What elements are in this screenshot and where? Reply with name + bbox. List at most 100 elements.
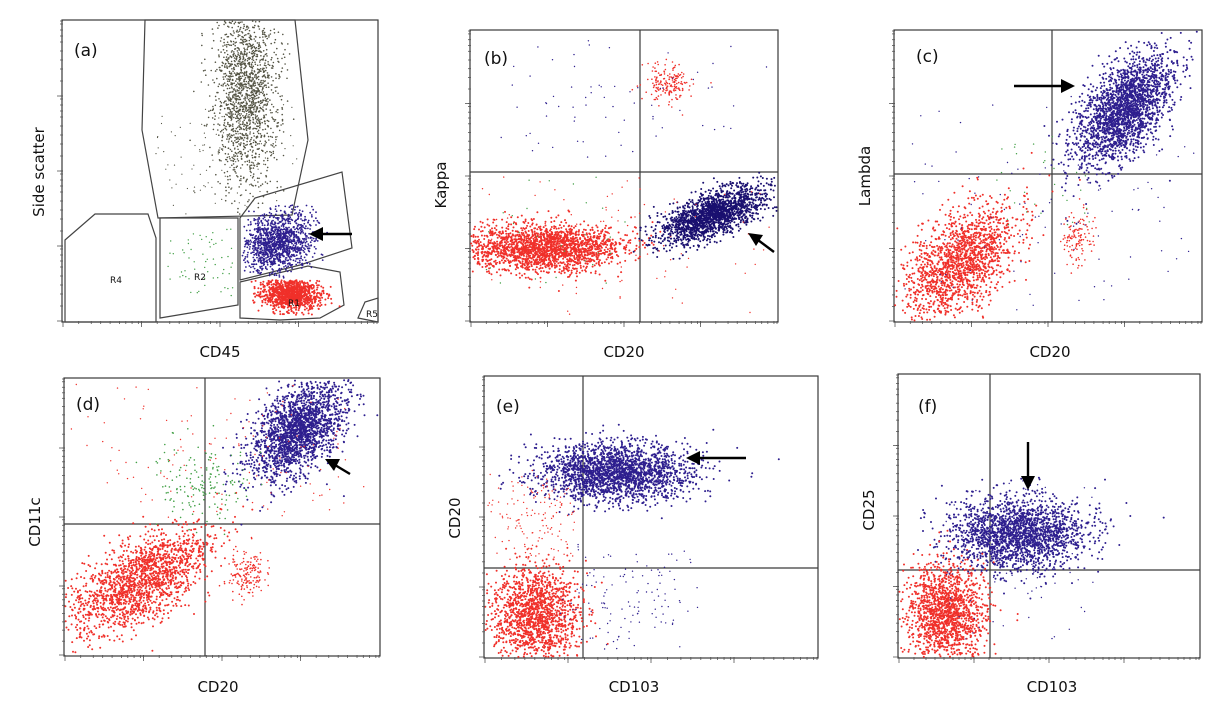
event-dot xyxy=(242,94,244,96)
event-dot xyxy=(236,165,238,167)
event-dot xyxy=(240,183,242,185)
event-dot xyxy=(263,28,265,30)
event-dot xyxy=(254,70,256,72)
event-dot xyxy=(242,61,244,63)
event-dot xyxy=(250,149,252,151)
event-dot xyxy=(250,74,252,76)
event-dot xyxy=(242,154,244,156)
event-dot xyxy=(257,119,259,121)
event-dot xyxy=(241,36,243,38)
event-dot xyxy=(238,141,240,143)
event-dot xyxy=(235,101,237,103)
event-dot xyxy=(224,172,226,174)
event-dot xyxy=(246,40,248,42)
event-dot xyxy=(204,125,206,127)
event-dot xyxy=(277,93,279,95)
event-dot xyxy=(225,59,227,61)
event-dot xyxy=(248,43,250,45)
event-dot xyxy=(243,143,245,145)
event-dot xyxy=(264,136,266,138)
event-dot xyxy=(242,55,244,57)
event-dot xyxy=(230,124,232,126)
event-dot xyxy=(249,88,251,90)
event-dot xyxy=(206,125,208,127)
event-dot xyxy=(231,140,233,142)
event-dot xyxy=(246,81,248,83)
event-dot xyxy=(265,181,267,183)
event-dot xyxy=(277,58,279,60)
event-dot xyxy=(249,30,251,32)
event-dot xyxy=(242,164,244,166)
event-dot xyxy=(251,113,253,115)
event-dot xyxy=(233,131,235,133)
event-dot xyxy=(243,129,245,131)
event-dot xyxy=(258,79,260,81)
event-dot xyxy=(235,55,237,57)
event-dot xyxy=(287,69,289,71)
event-dot xyxy=(282,108,284,110)
event-dot xyxy=(235,113,237,115)
event-dot xyxy=(227,157,229,159)
event-dot xyxy=(234,45,236,47)
event-dot xyxy=(238,186,240,188)
event-dot xyxy=(253,133,255,135)
event-dot xyxy=(218,149,220,151)
event-dot xyxy=(230,100,232,102)
event-dot xyxy=(241,78,243,80)
event-dot xyxy=(253,109,255,111)
event-dot xyxy=(235,142,237,144)
event-dot xyxy=(246,26,248,28)
event-dot xyxy=(260,64,262,66)
event-dot xyxy=(201,35,203,37)
event-dot xyxy=(236,121,238,123)
event-dot xyxy=(230,65,232,67)
event-dot xyxy=(272,143,274,145)
event-dot xyxy=(224,116,226,118)
event-dot xyxy=(259,154,261,156)
event-dot xyxy=(233,32,235,34)
event-dot xyxy=(247,156,249,158)
event-dot xyxy=(261,108,263,110)
event-dot xyxy=(219,112,221,114)
event-dot xyxy=(249,116,251,118)
panel-a: R4 R2 R1 R5 (a) CD45 Side scatter xyxy=(30,20,378,361)
event-dot xyxy=(256,95,258,97)
event-dot xyxy=(252,99,254,101)
event-dot xyxy=(264,123,266,125)
event-dot xyxy=(253,167,255,169)
event-dot xyxy=(221,140,223,142)
event-dot xyxy=(257,101,259,103)
event-dot xyxy=(263,110,265,112)
event-dot xyxy=(233,41,235,43)
event-dot xyxy=(251,97,253,99)
event-dot xyxy=(242,63,244,65)
event-dot xyxy=(275,73,277,75)
event-dot xyxy=(237,47,239,49)
event-dot xyxy=(244,51,246,53)
event-dot xyxy=(228,147,230,149)
event-dot xyxy=(229,108,231,110)
event-dot xyxy=(259,37,261,39)
event-dot xyxy=(250,139,252,141)
event-dot xyxy=(227,61,229,63)
event-dot xyxy=(233,167,235,169)
event-dot xyxy=(278,61,280,63)
event-dot xyxy=(227,136,229,138)
event-dot xyxy=(228,36,230,38)
event-dot xyxy=(223,49,225,51)
event-dot xyxy=(227,161,229,163)
event-dot xyxy=(224,52,226,54)
event-dot xyxy=(237,149,239,151)
event-dot xyxy=(234,42,236,44)
event-dot xyxy=(235,133,237,135)
event-dot xyxy=(234,140,236,142)
event-dot xyxy=(257,181,259,183)
event-dot xyxy=(216,92,218,94)
event-dot xyxy=(231,112,233,114)
event-dot xyxy=(248,83,250,85)
event-dot xyxy=(219,183,221,185)
event-dot xyxy=(229,55,231,57)
event-dot xyxy=(253,119,255,121)
event-dot xyxy=(255,48,257,50)
event-dot xyxy=(265,70,267,72)
